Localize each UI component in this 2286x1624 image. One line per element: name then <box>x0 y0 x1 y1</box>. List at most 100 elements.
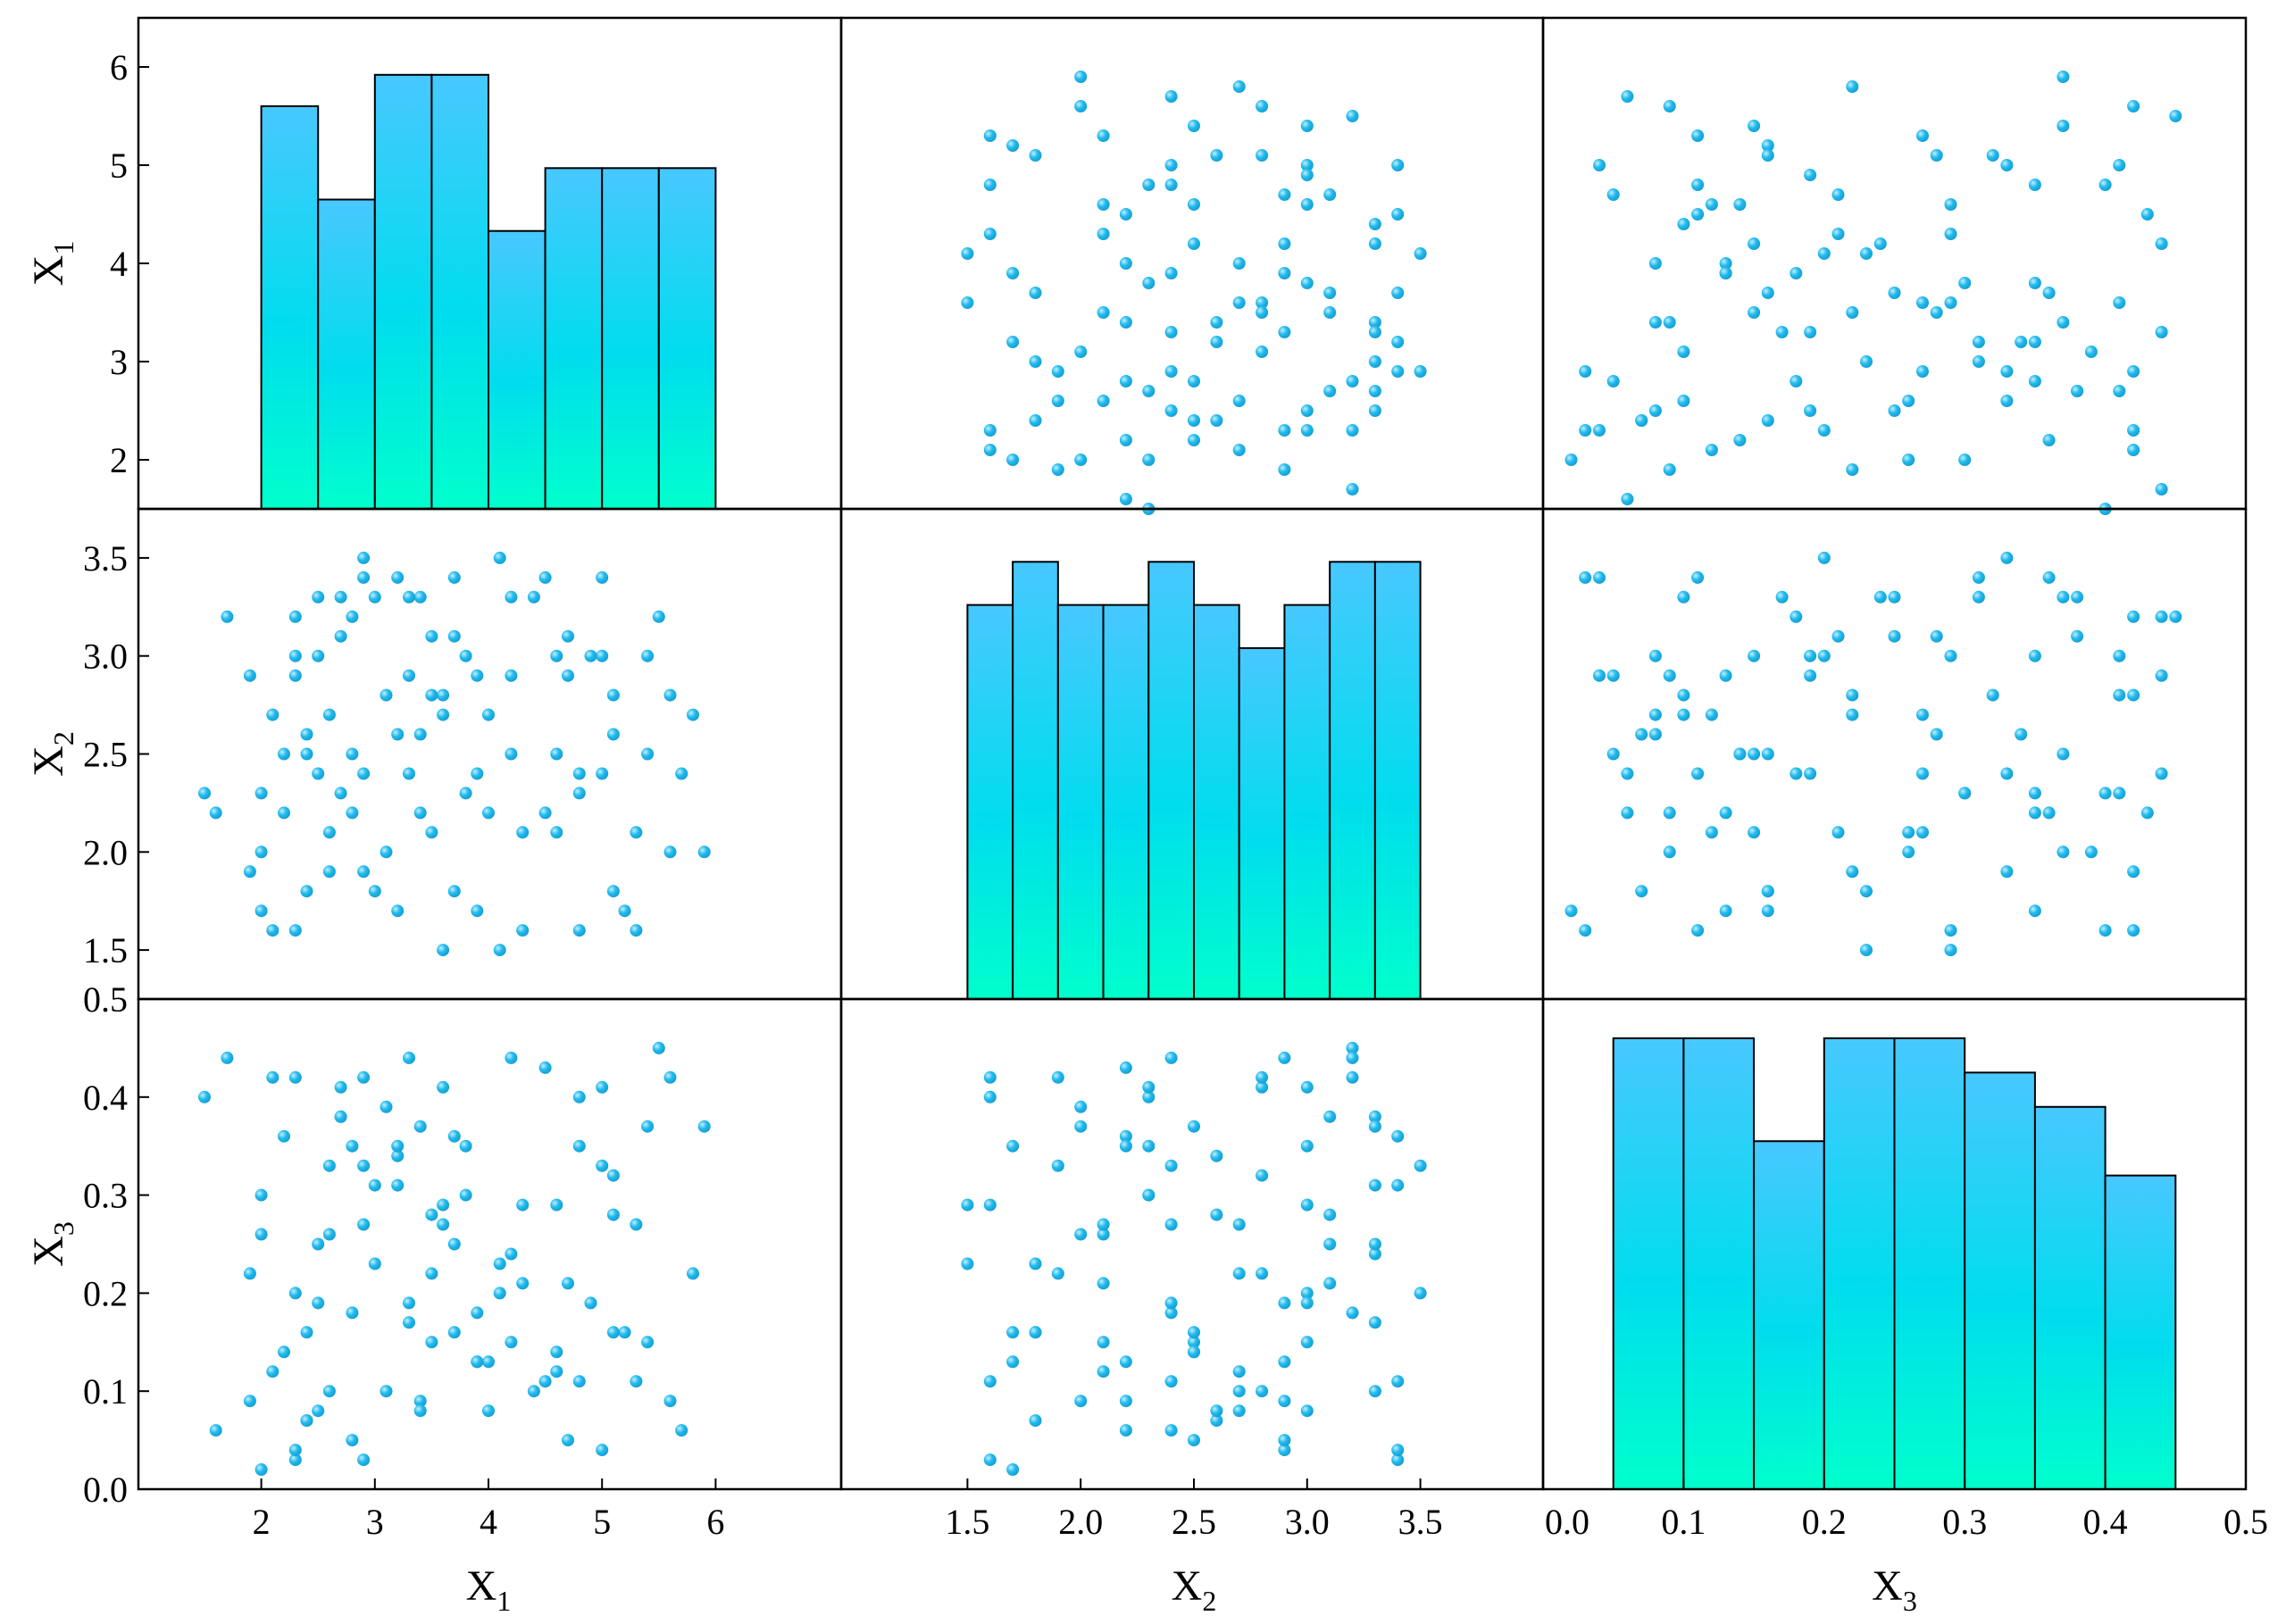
scatter-point <box>572 1090 586 1103</box>
scatter-point <box>1006 1139 1020 1153</box>
y-axis-label-subscript: 3 <box>47 1221 79 1236</box>
scatter-point <box>1944 944 1957 957</box>
scatter-point <box>380 845 393 859</box>
scatter-point <box>1790 375 1803 387</box>
scatter-point <box>278 1129 290 1143</box>
scatter-point <box>1944 228 1957 240</box>
scatter-point <box>278 747 290 761</box>
scatter-point <box>1097 198 1110 211</box>
scatter-point <box>1323 1110 1337 1123</box>
scatter-point <box>1391 365 1405 378</box>
scatter-point <box>459 1188 472 1202</box>
scatter-point <box>1972 590 1985 604</box>
scatter-point <box>550 826 563 839</box>
y-tick-label: 0.2 <box>83 1273 128 1313</box>
scatter-point <box>380 1385 393 1398</box>
scatter-point <box>2057 71 2070 83</box>
scatter-point <box>2028 179 2041 191</box>
scatter-point <box>288 610 302 623</box>
scatter-point <box>1097 1365 1110 1378</box>
scatter-point <box>1761 149 1774 162</box>
y-axis-label-base: X <box>25 1236 72 1267</box>
scatter-point <box>368 590 381 604</box>
x-tick-label: 3.5 <box>1398 1502 1443 1542</box>
scatter-point <box>1860 944 1873 957</box>
scatter-point <box>1256 100 1269 112</box>
scatter-point <box>1972 570 1985 584</box>
scatter-point <box>572 1139 586 1153</box>
scatter-point <box>1368 218 1381 230</box>
scatter-point <box>1368 355 1381 368</box>
scatter-point <box>425 688 438 702</box>
scatter-point <box>2113 159 2126 171</box>
scatter-point <box>1775 326 1789 338</box>
scatter-point <box>1368 404 1381 417</box>
scatter-point <box>1119 1061 1132 1074</box>
scatter-point <box>596 1444 609 1457</box>
scatter-point <box>254 845 268 859</box>
scatter-point <box>687 1267 699 1280</box>
y-tick-label: 3 <box>110 342 128 382</box>
scatter-point <box>1733 747 1747 761</box>
scatter-point <box>1817 551 1831 564</box>
scatter-point <box>606 1169 620 1182</box>
scatter-point <box>1300 169 1314 181</box>
scatter-point <box>1414 247 1427 260</box>
scatter-point <box>1916 767 1929 780</box>
scatter-point <box>1986 149 1999 162</box>
scatter-point <box>1119 1355 1132 1369</box>
scatter-point <box>1097 395 1110 407</box>
x-tick-label: 0.0 <box>1545 1502 1589 1542</box>
scatter-point <box>562 629 574 643</box>
scatter-point <box>1006 1326 1020 1339</box>
scatter-point <box>1761 747 1774 761</box>
scatter-point <box>1006 336 1020 348</box>
histogram-bar <box>1283 604 1331 1000</box>
histogram-bar <box>488 229 546 510</box>
scatter-point <box>357 570 371 584</box>
scatter-point <box>1761 139 1774 152</box>
scatter-point <box>447 1237 461 1251</box>
scatter-point <box>1593 424 1606 437</box>
scatter-point <box>1391 1453 1405 1467</box>
scatter-point <box>1188 1326 1200 1339</box>
scatter-point <box>493 944 506 957</box>
scatter-point <box>288 924 302 937</box>
histogram-bar <box>966 604 1014 1000</box>
scatter-point <box>2155 237 2168 250</box>
scatter-point <box>493 1287 506 1300</box>
scatter-point <box>1051 1070 1064 1084</box>
scatter-point <box>471 767 484 780</box>
scatter-point <box>1860 247 1873 260</box>
scatter-point <box>1232 1365 1246 1378</box>
scatter-point <box>1256 306 1269 319</box>
scatter-point <box>1232 395 1246 407</box>
scatter-point <box>1323 188 1337 201</box>
scatter-point <box>1300 1336 1314 1349</box>
scatter-point <box>447 570 461 584</box>
scatter-point <box>425 629 438 643</box>
scatter-point <box>243 865 256 879</box>
scatter-point <box>1860 885 1873 898</box>
scatter-point <box>1323 1237 1337 1251</box>
scatter-point <box>1256 1080 1269 1094</box>
scatter-point <box>2113 787 2126 800</box>
scatter-point <box>983 1090 997 1103</box>
scatter-point <box>357 1159 371 1172</box>
scatter-point <box>459 649 472 662</box>
scatter-point <box>1691 924 1705 937</box>
scatter-point <box>1278 463 1291 476</box>
scatter-point <box>2155 669 2168 682</box>
scatter-point <box>1210 336 1223 348</box>
scatter-point <box>1188 1345 1200 1359</box>
scatter-point <box>961 1198 974 1212</box>
scatter-point <box>1119 1395 1132 1408</box>
scatter-point <box>482 708 495 721</box>
scatter-point <box>1606 375 1620 387</box>
scatter-point <box>459 787 472 800</box>
scatter-point <box>1705 444 1718 456</box>
scatter-point <box>2000 865 2014 879</box>
scatter-point <box>357 551 371 564</box>
scatter-point <box>1663 845 1676 859</box>
scatter-point <box>550 747 563 761</box>
